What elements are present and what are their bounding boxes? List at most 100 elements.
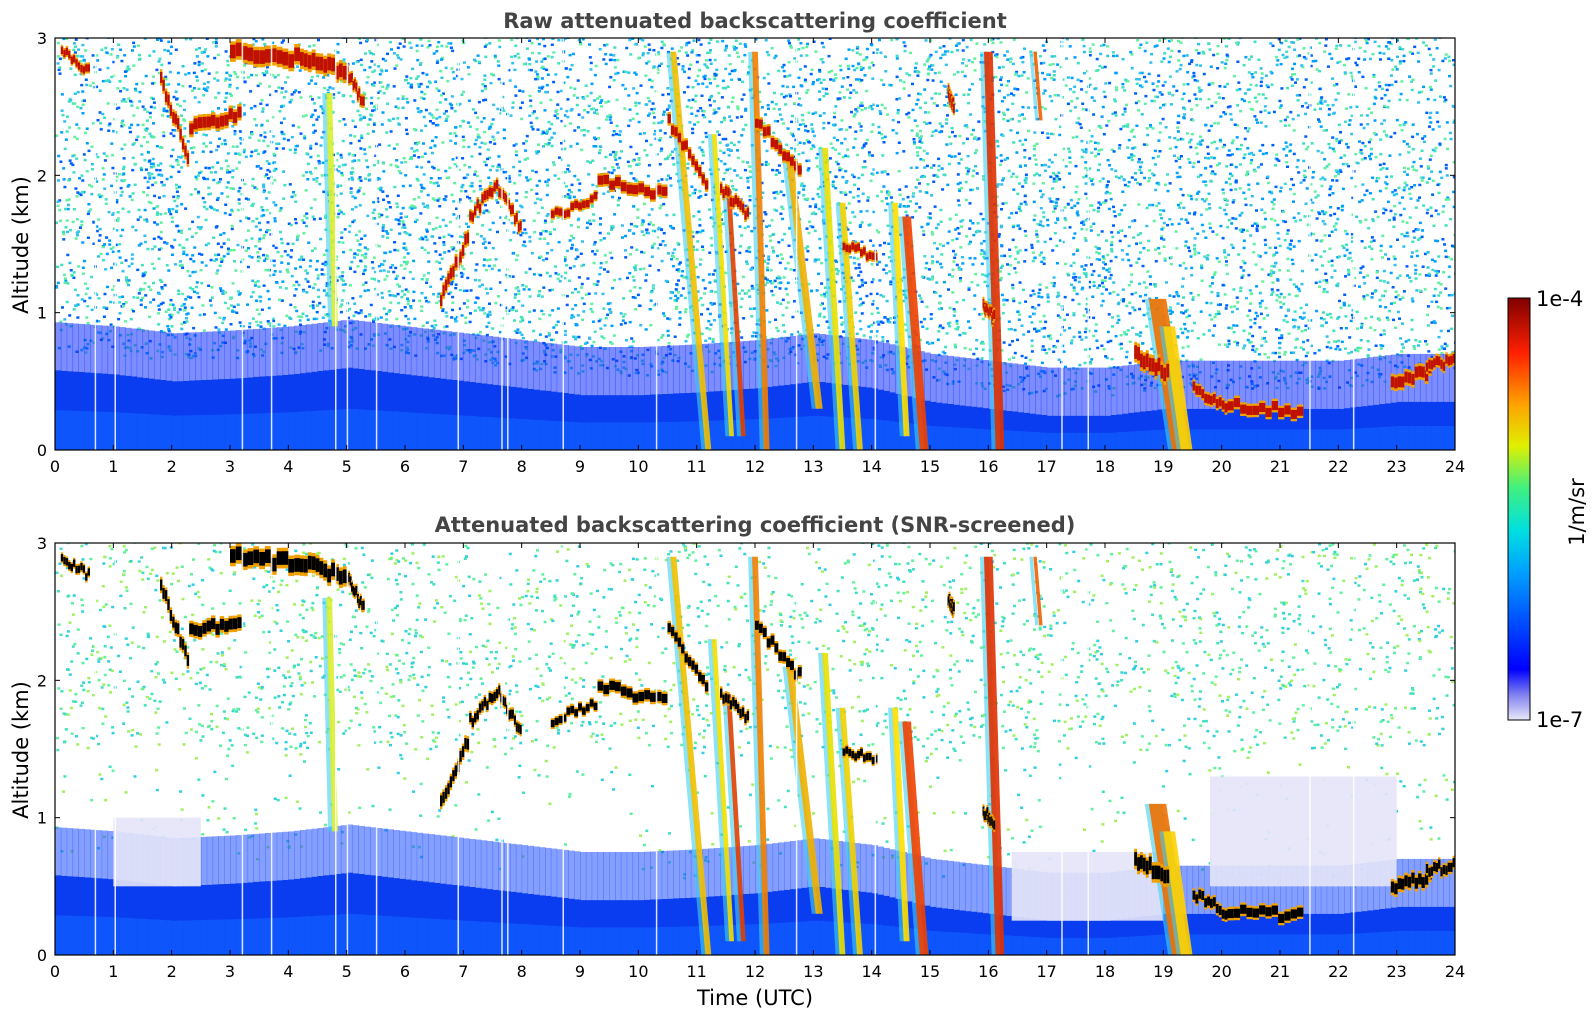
noise-pixel	[1182, 116, 1186, 119]
noise-pixel	[1286, 165, 1289, 168]
noise-pixel	[1154, 26, 1157, 29]
noise-pixel	[570, 246, 574, 250]
noise-pixel	[1259, 80, 1263, 84]
noise-pixel	[1372, 239, 1376, 242]
noise-pixel	[86, 287, 90, 290]
noise-pixel	[198, 227, 202, 231]
noise-pixel	[1294, 346, 1298, 349]
noise-pixel	[242, 148, 246, 152]
noise-pixel	[1232, 74, 1236, 78]
noise-pixel	[831, 184, 835, 188]
noise-pixel	[400, 161, 404, 164]
noise-pixel	[1096, 233, 1100, 237]
noise-pixel	[781, 122, 785, 125]
noise-pixel	[309, 79, 313, 82]
noise-pixel	[1437, 281, 1441, 285]
noise-pixel	[1001, 264, 1004, 268]
noise-pixel	[177, 30, 180, 32]
noise-pixel	[1130, 273, 1134, 276]
noise-pixel	[1168, 55, 1172, 59]
noise-pixel	[886, 191, 890, 195]
noise-pixel	[1270, 18, 1273, 21]
noise-pixel	[392, 52, 396, 55]
noise-pixel	[748, 295, 752, 298]
noise-pixel	[943, 104, 947, 107]
noise-pixel	[628, 38, 632, 42]
noise-pixel	[1181, 331, 1185, 335]
noise-pixel	[941, 350, 945, 354]
noise-pixel	[1139, 251, 1143, 254]
noise-pixel	[160, 181, 164, 184]
noise-pixel	[1343, 72, 1347, 76]
noise-pixel	[724, 86, 727, 90]
noise-pixel	[924, 39, 928, 42]
noise-pixel	[489, 182, 493, 186]
noise-pixel	[652, 66, 656, 70]
noise-pixel	[382, 224, 385, 227]
noise-pixel	[226, 165, 230, 168]
noise-pixel	[484, 98, 488, 102]
noise-pixel	[250, 32, 253, 35]
noise-pixel	[588, 336, 591, 340]
noise-pixel	[589, 307, 593, 311]
noise-pixel	[311, 286, 315, 290]
noise-pixel	[56, 204, 60, 208]
noise-pixel	[1311, 176, 1315, 179]
noise-pixel	[915, 134, 919, 137]
noise-pixel	[1202, 72, 1206, 76]
noise-pixel	[1108, 192, 1112, 195]
noise-pixel	[121, 119, 125, 123]
noise-pixel	[736, 149, 739, 152]
noise-pixel	[612, 79, 616, 82]
noise-pixel	[1033, 173, 1037, 177]
noise-pixel	[1000, 83, 1003, 87]
noise-pixel	[180, 231, 184, 235]
noise-pixel	[1017, 318, 1021, 321]
noise-pixel	[183, 99, 186, 103]
noise-pixel	[102, 306, 106, 309]
noise-pixel	[1089, 225, 1093, 228]
noise-pixel	[574, 257, 578, 261]
noise-pixel	[1107, 313, 1111, 316]
noise-pixel	[904, 329, 908, 332]
noise-pixel	[1052, 78, 1056, 81]
noise-pixel	[1408, 22, 1411, 25]
noise-pixel	[859, 297, 863, 301]
noise-pixel	[1144, 27, 1147, 30]
noise-pixel	[83, 259, 86, 263]
noise-pixel	[976, 222, 980, 225]
noise-pixel	[967, 101, 971, 105]
noise-pixel	[1121, 300, 1125, 303]
noise-pixel	[204, 218, 208, 222]
noise-pixel	[1336, 317, 1339, 320]
noise-pixel	[76, 234, 80, 237]
noise-pixel	[952, 308, 956, 311]
noise-pixel	[947, 288, 950, 291]
noise-pixel	[738, 225, 742, 228]
noise-pixel	[1379, 244, 1383, 248]
noise-pixel	[1017, 120, 1021, 123]
noise-pixel	[744, 123, 748, 127]
noise-pixel	[1011, 62, 1015, 66]
noise-pixel	[1000, 349, 1004, 352]
noise-pixel	[521, 304, 525, 307]
noise-pixel	[168, 317, 172, 321]
noise-pixel	[351, 195, 355, 198]
noise-pixel	[148, 116, 152, 119]
noise-pixel	[1107, 270, 1111, 273]
noise-pixel	[1285, 161, 1289, 164]
noise-pixel	[567, 170, 571, 173]
noise-pixel	[1394, 290, 1398, 293]
noise-pixel	[1035, 330, 1039, 333]
noise-pixel	[347, 230, 351, 234]
noise-pixel	[872, 173, 876, 176]
noise-pixel	[1406, 234, 1410, 238]
noise-pixel	[265, 71, 269, 74]
noise-pixel	[124, 301, 128, 304]
noise-pixel	[337, 212, 341, 216]
noise-pixel	[1452, 121, 1455, 124]
noise-pixel	[435, 260, 439, 263]
noise-pixel	[1391, 190, 1395, 194]
noise-pixel	[396, 194, 400, 197]
noise-pixel	[163, 212, 167, 215]
